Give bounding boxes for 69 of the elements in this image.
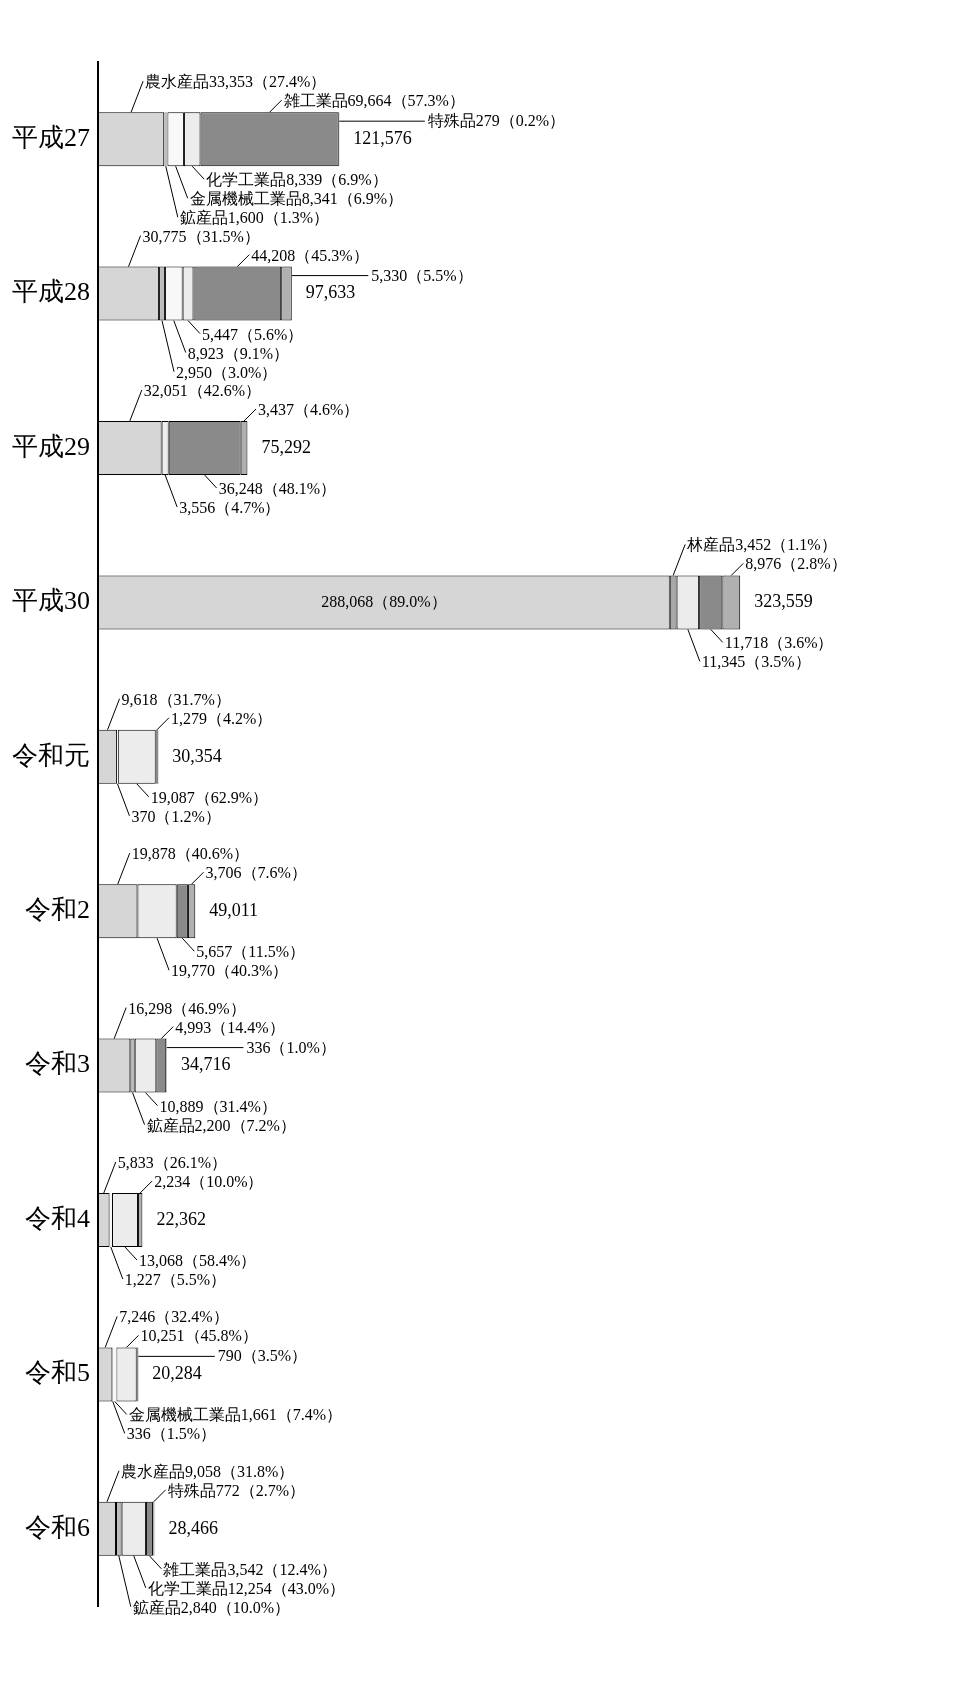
data-label: 5,657（11.5%） <box>196 943 306 961</box>
y-tick-label: 令和6 <box>25 1512 90 1542</box>
bar <box>164 112 168 167</box>
y-tick-label: 令和3 <box>25 1049 90 1079</box>
text: 農水産品33,353（27.4%） <box>145 73 327 91</box>
y-tick-label: 令和4 <box>25 1203 90 1233</box>
text: 特殊品279（0.2%） <box>427 112 566 130</box>
data-label: 1,279（4.2%） <box>170 709 273 727</box>
data-label: 5,330（5.5%） <box>371 266 473 284</box>
data-label: 3,556（4.7%） <box>179 499 281 517</box>
y-tick-label: 令和元 <box>12 740 90 770</box>
text: 雑工業品3,542（12.4%） <box>163 1560 337 1578</box>
data-label: 32,051（42.6%） <box>143 381 262 399</box>
data-label: 鉱産品2,200（7.2%） <box>146 1116 296 1134</box>
text: 農水産品9,058（31.8%） <box>120 1462 295 1480</box>
data-label: 10,251（45.8%） <box>140 1327 258 1345</box>
total-label: 20,284 <box>152 1363 202 1384</box>
text: 雑工業品69,664（57.3%） <box>283 92 465 110</box>
text: 化学工業品12,254（43.0%） <box>147 1579 346 1597</box>
text: 林産品3,452（1.1%） <box>687 536 837 554</box>
total-label: 28,466 <box>168 1517 218 1538</box>
total-label: 34,716 <box>180 1054 231 1075</box>
data-label: 1,227（5.5%） <box>124 1271 227 1289</box>
data-label: 19,878（40.6%） <box>131 845 250 863</box>
data-label: 3,706（7.6%） <box>205 864 307 882</box>
data-label: 金属機械工業品1,661（7.4%） <box>128 1406 343 1424</box>
data-label: 44,208（45.3%） <box>251 246 369 264</box>
data-label: 336（1.0%） <box>246 1038 336 1056</box>
y-tick-label: 令和5 <box>25 1358 90 1388</box>
data-label: 790（3.5%） <box>217 1347 308 1365</box>
data-label: 36,248（48.1%） <box>218 480 336 498</box>
total-label: 121,576 <box>353 127 412 148</box>
data-label: 11,718（3.6%） <box>724 634 834 652</box>
y-tick-label: 平成27 <box>12 123 90 153</box>
text: 金属機械工業品8,341（6.9%） <box>189 190 403 208</box>
total-label: 30,354 <box>172 745 222 766</box>
data-label: 9,618（31.7%） <box>121 690 231 708</box>
total-label: 97,633 <box>305 282 356 303</box>
data-label: 8,923（9.1%） <box>187 344 290 362</box>
data-label: 4,993（14.4%） <box>175 1018 285 1036</box>
data-label: 7,246（32.4%） <box>119 1308 229 1326</box>
data-label: 19,770（40.3%） <box>171 962 289 980</box>
total-label: 49,011 <box>209 899 259 920</box>
data-label: 336（1.5%） <box>126 1425 217 1443</box>
data-label: 30,775（31.5%） <box>142 227 260 245</box>
total-label: 22,362 <box>156 1208 206 1229</box>
data-label: 8,976（2.8%） <box>745 555 847 573</box>
data-label: 2,950（3.0%） <box>176 363 278 381</box>
data-label: 2,234（10.0%） <box>154 1172 264 1190</box>
data-label: 5,833（26.1%） <box>117 1153 228 1171</box>
text: 化学工業品8,339（6.9%） <box>206 171 388 189</box>
data-label: 10,889（31.4%） <box>159 1097 277 1115</box>
y-tick-label: 令和2 <box>25 895 90 925</box>
data-label: 370（1.2%） <box>131 807 221 825</box>
data-label: 13,068（58.4%） <box>138 1252 257 1270</box>
data-label: 288,068（89.0%） <box>321 592 447 610</box>
data-label: 19,087（62.9%） <box>150 788 269 806</box>
data-label: 3,437（4.6%） <box>258 400 360 418</box>
y-tick-label: 平成30 <box>12 586 90 616</box>
total-label: 75,292 <box>261 436 311 457</box>
data-label: 5,447（5.6%） <box>202 325 304 343</box>
y-tick-label: 平成29 <box>12 431 90 461</box>
total-label: 323,559 <box>754 591 813 612</box>
text: 鉱産品2,840（10.0%） <box>132 1598 291 1616</box>
data-label: 16,298（46.9%） <box>128 999 246 1017</box>
data-label: 11,345（3.5%） <box>701 653 811 671</box>
text: 鉱産品1,600（1.3%） <box>179 209 330 227</box>
text: 特殊品772（2.7%） <box>167 1481 306 1499</box>
y-tick-label: 平成28 <box>12 277 90 307</box>
